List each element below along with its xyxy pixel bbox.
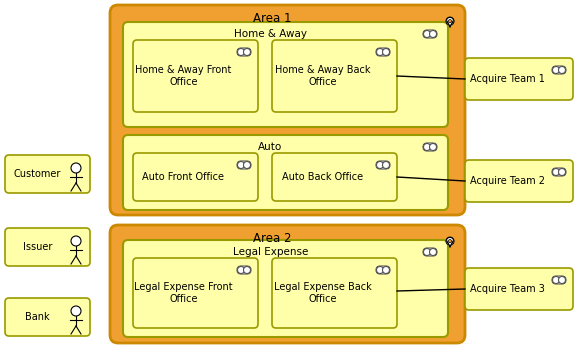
Text: Bank: Bank — [25, 312, 50, 322]
FancyBboxPatch shape — [272, 40, 397, 112]
Circle shape — [449, 239, 451, 243]
Circle shape — [377, 49, 384, 56]
FancyBboxPatch shape — [133, 40, 258, 112]
FancyBboxPatch shape — [423, 30, 437, 38]
FancyBboxPatch shape — [237, 266, 251, 274]
Circle shape — [383, 49, 390, 56]
Text: Home & Away: Home & Away — [234, 29, 307, 39]
FancyBboxPatch shape — [423, 143, 437, 151]
Circle shape — [552, 168, 559, 175]
Circle shape — [377, 266, 384, 273]
Text: Legal Expense Front
Office: Legal Expense Front Office — [134, 282, 233, 304]
FancyBboxPatch shape — [552, 168, 566, 176]
FancyBboxPatch shape — [376, 161, 390, 169]
Circle shape — [449, 20, 451, 23]
Text: Acquire Team 2: Acquire Team 2 — [470, 176, 544, 186]
Circle shape — [558, 168, 565, 175]
FancyBboxPatch shape — [237, 48, 251, 56]
Circle shape — [446, 237, 454, 245]
Polygon shape — [447, 21, 453, 27]
Circle shape — [383, 161, 390, 168]
Text: Auto Front Office: Auto Front Office — [142, 172, 224, 182]
FancyBboxPatch shape — [110, 225, 465, 343]
Circle shape — [71, 163, 81, 173]
Circle shape — [71, 236, 81, 246]
FancyBboxPatch shape — [5, 155, 90, 193]
FancyBboxPatch shape — [465, 160, 573, 202]
Text: Home & Away Front
Office: Home & Away Front Office — [135, 65, 232, 87]
FancyBboxPatch shape — [123, 135, 448, 210]
FancyBboxPatch shape — [272, 258, 397, 328]
FancyBboxPatch shape — [552, 276, 566, 284]
FancyBboxPatch shape — [110, 5, 465, 215]
Circle shape — [429, 248, 436, 256]
Circle shape — [552, 66, 559, 74]
Circle shape — [423, 30, 430, 37]
Circle shape — [244, 49, 251, 56]
FancyBboxPatch shape — [552, 66, 566, 74]
Circle shape — [383, 266, 390, 273]
Text: Legal Expense Back
Office: Legal Expense Back Office — [274, 282, 371, 304]
Text: Home & Away Back
Office: Home & Away Back Office — [274, 65, 370, 87]
FancyBboxPatch shape — [465, 58, 573, 100]
Text: Issuer: Issuer — [23, 242, 52, 252]
FancyBboxPatch shape — [133, 258, 258, 328]
Circle shape — [558, 66, 565, 74]
Circle shape — [552, 276, 559, 284]
FancyBboxPatch shape — [376, 266, 390, 274]
FancyBboxPatch shape — [5, 298, 90, 336]
Circle shape — [429, 144, 436, 150]
Text: Legal Expense: Legal Expense — [233, 247, 308, 257]
Circle shape — [423, 144, 430, 150]
Circle shape — [423, 248, 430, 256]
FancyBboxPatch shape — [237, 161, 251, 169]
Circle shape — [238, 49, 245, 56]
Circle shape — [558, 276, 565, 284]
FancyBboxPatch shape — [133, 153, 258, 201]
FancyBboxPatch shape — [5, 228, 90, 266]
Text: Acquire Team 1: Acquire Team 1 — [470, 74, 544, 84]
FancyBboxPatch shape — [123, 240, 448, 337]
FancyBboxPatch shape — [272, 153, 397, 201]
FancyBboxPatch shape — [423, 248, 437, 256]
Text: Auto: Auto — [258, 142, 283, 152]
Polygon shape — [447, 241, 453, 247]
Text: Customer: Customer — [13, 169, 61, 179]
FancyBboxPatch shape — [465, 268, 573, 310]
Circle shape — [377, 161, 384, 168]
Circle shape — [244, 266, 251, 273]
Text: Acquire Team 3: Acquire Team 3 — [470, 284, 544, 294]
Text: Auto Back Office: Auto Back Office — [282, 172, 363, 182]
Circle shape — [244, 161, 251, 168]
Text: Area 1: Area 1 — [253, 13, 292, 26]
Circle shape — [429, 30, 436, 37]
FancyBboxPatch shape — [123, 22, 448, 127]
FancyBboxPatch shape — [376, 48, 390, 56]
Circle shape — [238, 161, 245, 168]
Circle shape — [238, 266, 245, 273]
Circle shape — [446, 17, 454, 25]
Text: Area 2: Area 2 — [253, 232, 292, 245]
Circle shape — [71, 306, 81, 316]
